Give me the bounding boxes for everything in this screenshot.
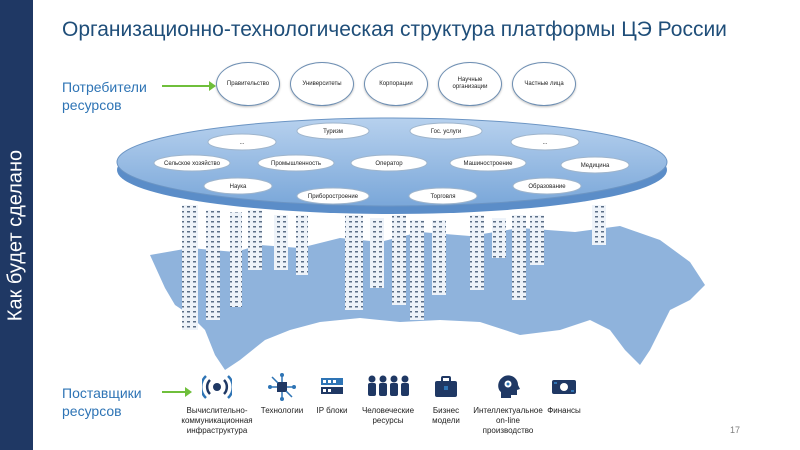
node-trade: Торговля xyxy=(408,187,478,205)
page-number: 17 xyxy=(729,425,740,435)
svg-text:Медицина: Медицина xyxy=(581,163,610,169)
svg-text:Оператор: Оператор xyxy=(375,161,403,167)
svg-text:Промышленность: Промышленность xyxy=(271,161,321,167)
supplier-finance: Финансы xyxy=(542,372,586,416)
supplier-ip-blocks: IP блоки xyxy=(312,372,352,416)
suppliers-label-line1: Поставщики xyxy=(62,385,142,401)
supplier-human-resources: Человеческие ресурсы xyxy=(354,372,422,426)
people-group-icon xyxy=(368,375,409,396)
supplier-business-models: Бизнес модели xyxy=(426,372,466,426)
head-gears-icon xyxy=(498,375,520,398)
svg-text:...: ... xyxy=(542,140,547,146)
consumer-corporations: Корпорации xyxy=(364,62,428,106)
svg-text:Гос. услуги: Гос. услуги xyxy=(431,129,462,135)
svg-text:Машиностроение: Машиностроение xyxy=(464,161,514,167)
node-gov-services: Гос. услуги xyxy=(409,122,483,140)
node-ellipsis-left: ... xyxy=(207,133,277,151)
consumers-arrow xyxy=(162,81,216,91)
wireless-signal-icon xyxy=(202,375,232,399)
circuit-chip-icon xyxy=(268,373,296,401)
supplier-name: Человеческие ресурсы xyxy=(361,406,415,425)
consumers-label: Потребители ресурсов xyxy=(62,78,147,114)
server-rack-icon xyxy=(321,378,343,394)
consumers-label-line2: ресурсов xyxy=(62,97,122,113)
svg-text:Наука: Наука xyxy=(230,184,247,190)
consumers-label-line1: Потребители xyxy=(62,79,147,95)
side-bar xyxy=(0,0,33,450)
node-operator: Оператор xyxy=(350,154,428,172)
svg-text:Приборостроение: Приборостроение xyxy=(308,194,359,200)
node-agriculture: Сельское хозяйство xyxy=(153,154,231,172)
consumer-government: Правительство xyxy=(216,62,280,106)
consumer-research-orgs: Научные организации xyxy=(438,62,502,106)
svg-text:Образование: Образование xyxy=(528,184,566,190)
suppliers-arrow xyxy=(162,387,192,397)
russia-map xyxy=(150,226,705,370)
supplier-name: Вычислительно- коммуникационная инфрастр… xyxy=(181,406,253,435)
supplier-intelligent-production: Интеллектуальное on-line производство xyxy=(470,372,546,436)
svg-text:Торговля: Торговля xyxy=(430,194,455,200)
consumer-universities: Университеты xyxy=(290,62,354,106)
node-industry: Промышленность xyxy=(257,154,335,172)
supplier-name: IP блоки xyxy=(316,406,348,415)
supplier-name: Бизнес модели xyxy=(432,406,460,425)
data-pillars xyxy=(182,205,606,330)
node-tourism: Туризм xyxy=(296,122,370,140)
node-ellipsis-right: ... xyxy=(510,133,580,151)
svg-text:...: ... xyxy=(239,140,244,146)
svg-text:Туризм: Туризм xyxy=(323,129,343,135)
money-icon xyxy=(552,380,576,394)
supplier-infrastructure: Вычислительно- коммуникационная инфрастр… xyxy=(172,372,262,436)
supplier-name: Технологии xyxy=(260,406,304,415)
node-instrument-making: Приборостроение xyxy=(296,187,370,205)
supplier-name: Интеллектуальное on-line производство xyxy=(473,406,543,435)
briefcase-icon xyxy=(435,376,457,397)
node-medicine: Медицина xyxy=(560,156,630,174)
node-education: Образование xyxy=(512,177,582,195)
supplier-name: Финансы xyxy=(547,406,581,415)
slide-title: Организационно-технологическая структура… xyxy=(62,18,727,41)
consumer-private-persons: Частные лица xyxy=(512,62,576,106)
platform-nodes: Туризм Гос. услуги ... ... Сельское хозя… xyxy=(153,122,630,205)
suppliers-label: Поставщики ресурсов xyxy=(62,384,142,420)
supplier-technologies: Технологии xyxy=(254,372,310,416)
svg-text:Сельское хозяйство: Сельское хозяйство xyxy=(164,160,221,167)
node-machinery: Машиностроение xyxy=(449,154,527,172)
suppliers-label-line2: ресурсов xyxy=(62,403,122,419)
node-science: Наука xyxy=(203,177,273,195)
